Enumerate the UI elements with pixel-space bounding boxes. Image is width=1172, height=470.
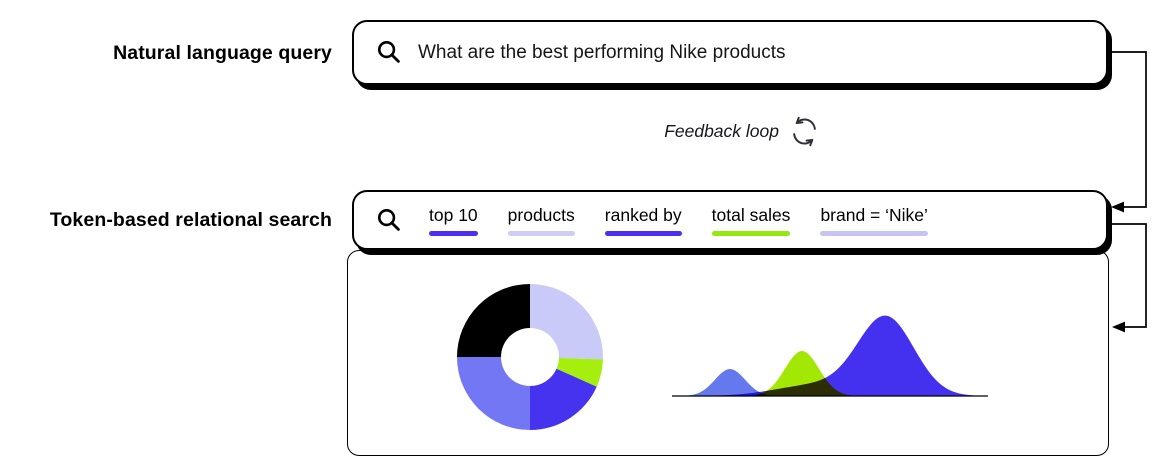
nl-query-label: Natural language query <box>113 42 332 64</box>
cycle-arrows-icon <box>793 116 816 146</box>
search-icon <box>378 208 400 231</box>
token-underline <box>507 230 575 236</box>
donut-segment <box>556 358 603 387</box>
nl-search-box[interactable]: What are the best performing Nike produc… <box>352 20 1108 85</box>
token-text: brand = ‘Nike’ <box>820 204 928 225</box>
nl-query-text: What are the best performing Nike produc… <box>418 41 786 63</box>
feedback-loop-label: Feedback loop <box>664 120 779 141</box>
arrow-to-results-panel <box>1108 223 1147 333</box>
token-text: ranked by <box>604 204 682 225</box>
query-token[interactable]: ranked by <box>604 204 682 236</box>
donut-chart <box>457 284 603 430</box>
density-curve <box>672 369 988 396</box>
token-underline <box>429 230 478 236</box>
query-token[interactable]: brand = ‘Nike’ <box>820 205 928 236</box>
token-search-label: Token-based relational search <box>49 209 332 231</box>
token-search-box[interactable]: top 10 products ranked by total sales brand … <box>352 190 1108 250</box>
donut-segment <box>530 284 603 360</box>
token-underline <box>711 230 791 236</box>
feedback-arrow-to-token-box <box>1108 51 1147 213</box>
query-token[interactable]: top 10 <box>429 205 478 236</box>
query-token[interactable]: total sales <box>711 204 791 236</box>
query-token[interactable]: products <box>507 204 575 236</box>
donut-segment <box>457 357 530 430</box>
donut-segment <box>457 284 530 357</box>
token-list: top 10 products ranked by total sales brand … <box>429 205 928 236</box>
token-text: total sales <box>711 204 791 225</box>
token-text: products <box>507 204 575 225</box>
token-text: top 10 <box>429 204 478 225</box>
token-underline <box>820 230 928 236</box>
token-underline <box>604 230 682 236</box>
donut-segment <box>530 368 597 430</box>
density-chart <box>672 315 988 397</box>
search-icon <box>378 41 400 63</box>
feedback-loop: Feedback loop <box>608 112 820 150</box>
density-curve <box>672 315 988 396</box>
